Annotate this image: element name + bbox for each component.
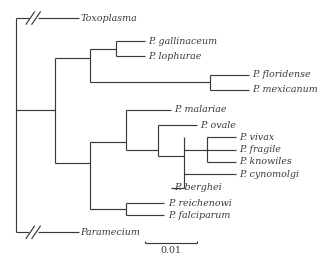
- Text: P. lophurae: P. lophurae: [148, 52, 202, 61]
- Text: Toxoplasma: Toxoplasma: [80, 13, 137, 23]
- Text: P. vivax: P. vivax: [239, 133, 274, 142]
- Text: P. ovale: P. ovale: [200, 121, 236, 130]
- Text: P. falciparum: P. falciparum: [168, 211, 230, 220]
- Text: P. reichenowi: P. reichenowi: [168, 199, 231, 208]
- Text: P. knowiles: P. knowiles: [239, 157, 291, 167]
- Text: P. gallinaceum: P. gallinaceum: [148, 37, 217, 46]
- Text: 0.01: 0.01: [160, 246, 182, 255]
- Text: P. mexicanum: P. mexicanum: [252, 85, 318, 95]
- Text: P. cynomolgi: P. cynomolgi: [239, 170, 299, 179]
- Text: Paramecium: Paramecium: [80, 228, 140, 237]
- Text: P. floridense: P. floridense: [252, 70, 311, 79]
- Text: P. fragile: P. fragile: [239, 145, 281, 154]
- Text: P. malariae: P. malariae: [174, 105, 227, 114]
- Text: P. berghei: P. berghei: [174, 183, 222, 192]
